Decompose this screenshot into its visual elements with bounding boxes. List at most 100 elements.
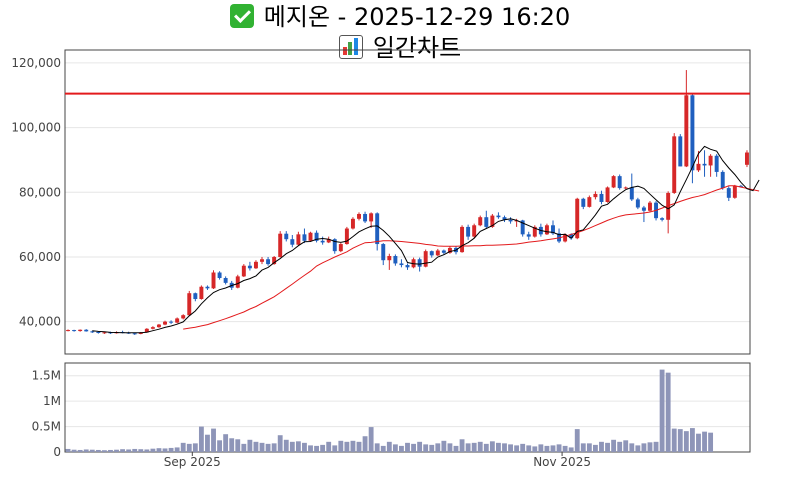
candle <box>217 271 222 280</box>
volume-bar <box>211 428 216 452</box>
candle-body <box>532 226 537 237</box>
volume-bar <box>241 443 247 452</box>
candle-body <box>611 176 616 188</box>
candle <box>405 263 410 270</box>
price-tick-label: 60,000 <box>19 250 61 264</box>
volume-bar <box>417 441 423 452</box>
candle-body <box>629 187 634 200</box>
chart-subtitle: 일간차트 <box>0 33 800 63</box>
candle <box>266 256 271 266</box>
volume-bar <box>277 435 283 452</box>
volume-bar <box>508 444 513 452</box>
volume-y-axis: 0 0.5M 1M 1.5M <box>32 369 61 459</box>
price-tick-label: 100,000 <box>11 121 61 135</box>
volume-bar <box>435 443 441 452</box>
candle-body <box>732 185 737 198</box>
candle-body <box>199 286 204 300</box>
candle-body <box>132 333 137 335</box>
candle <box>393 254 398 266</box>
candle-body <box>326 239 331 243</box>
moving-average-short-line <box>92 145 760 334</box>
candle <box>502 215 507 223</box>
volume-bar <box>168 447 174 452</box>
candle <box>332 238 337 254</box>
volume-gridlines <box>65 375 750 453</box>
candle-body <box>235 276 240 288</box>
candle-body <box>635 199 640 208</box>
candle <box>605 186 610 203</box>
candle <box>253 260 258 269</box>
volume-bar <box>95 449 101 452</box>
volume-bar <box>538 444 544 452</box>
candle-body <box>266 259 271 265</box>
candle <box>363 211 368 224</box>
candle-body <box>435 250 440 256</box>
candle-body <box>187 293 192 316</box>
date-tick-label: Nov 2025 <box>533 455 591 469</box>
volume-bar <box>702 431 707 452</box>
volume-bar <box>101 450 107 452</box>
volume-tick-label: 1.5M <box>32 369 61 383</box>
candle <box>678 134 683 167</box>
candle <box>411 257 416 269</box>
candle-body <box>284 233 289 240</box>
candle <box>169 320 174 324</box>
candle-body <box>484 217 489 227</box>
candle-body <box>205 286 210 289</box>
candle <box>648 201 652 212</box>
candle-body <box>314 232 319 241</box>
date-tick-label: Sep 2025 <box>164 455 221 469</box>
candle-body <box>587 197 592 207</box>
candle <box>617 174 622 190</box>
candle-body <box>460 226 465 253</box>
candle-body <box>708 155 713 166</box>
candle-body <box>744 152 749 165</box>
candle <box>344 226 349 245</box>
candlesticks <box>66 70 749 335</box>
candle <box>714 154 719 177</box>
candle-body <box>684 95 689 167</box>
candle-body <box>357 213 361 219</box>
volume-bar <box>671 428 677 452</box>
volume-bar <box>629 443 635 452</box>
candle <box>350 217 355 230</box>
candle <box>744 150 749 168</box>
candle-body <box>150 327 155 329</box>
candle <box>684 70 689 168</box>
candle-body <box>72 330 77 332</box>
volume-bar <box>235 439 241 452</box>
volume-bar <box>368 427 374 452</box>
price-gridlines <box>65 62 750 323</box>
candle-body <box>260 259 264 262</box>
candle <box>599 190 604 205</box>
candle <box>84 329 89 332</box>
volume-bar <box>683 431 689 452</box>
candle <box>369 212 374 228</box>
candle-body <box>332 239 337 252</box>
candle-body <box>581 198 586 207</box>
volume-bar <box>441 440 447 452</box>
candle-body <box>526 234 531 237</box>
candle <box>666 191 671 234</box>
candle <box>472 223 477 238</box>
volume-bar <box>532 446 538 452</box>
candle-body <box>290 239 295 245</box>
volume-bar <box>65 448 71 452</box>
candle-body <box>593 193 598 198</box>
candle-body <box>223 278 228 283</box>
candle-body <box>193 293 198 300</box>
candle-body <box>447 247 452 253</box>
volume-bar <box>295 441 301 452</box>
candle <box>526 231 531 240</box>
volume-bar <box>77 449 83 452</box>
chart-title: 메지온 - 2025-12-29 16:20 <box>0 2 800 32</box>
candle <box>175 317 180 324</box>
candle-body <box>696 163 701 171</box>
candle <box>223 276 228 285</box>
candle-body <box>375 213 380 245</box>
candle-body <box>163 321 167 325</box>
volume-bar <box>696 433 701 452</box>
volume-bar <box>459 439 465 452</box>
candle <box>187 290 192 316</box>
candle-body <box>575 198 580 239</box>
